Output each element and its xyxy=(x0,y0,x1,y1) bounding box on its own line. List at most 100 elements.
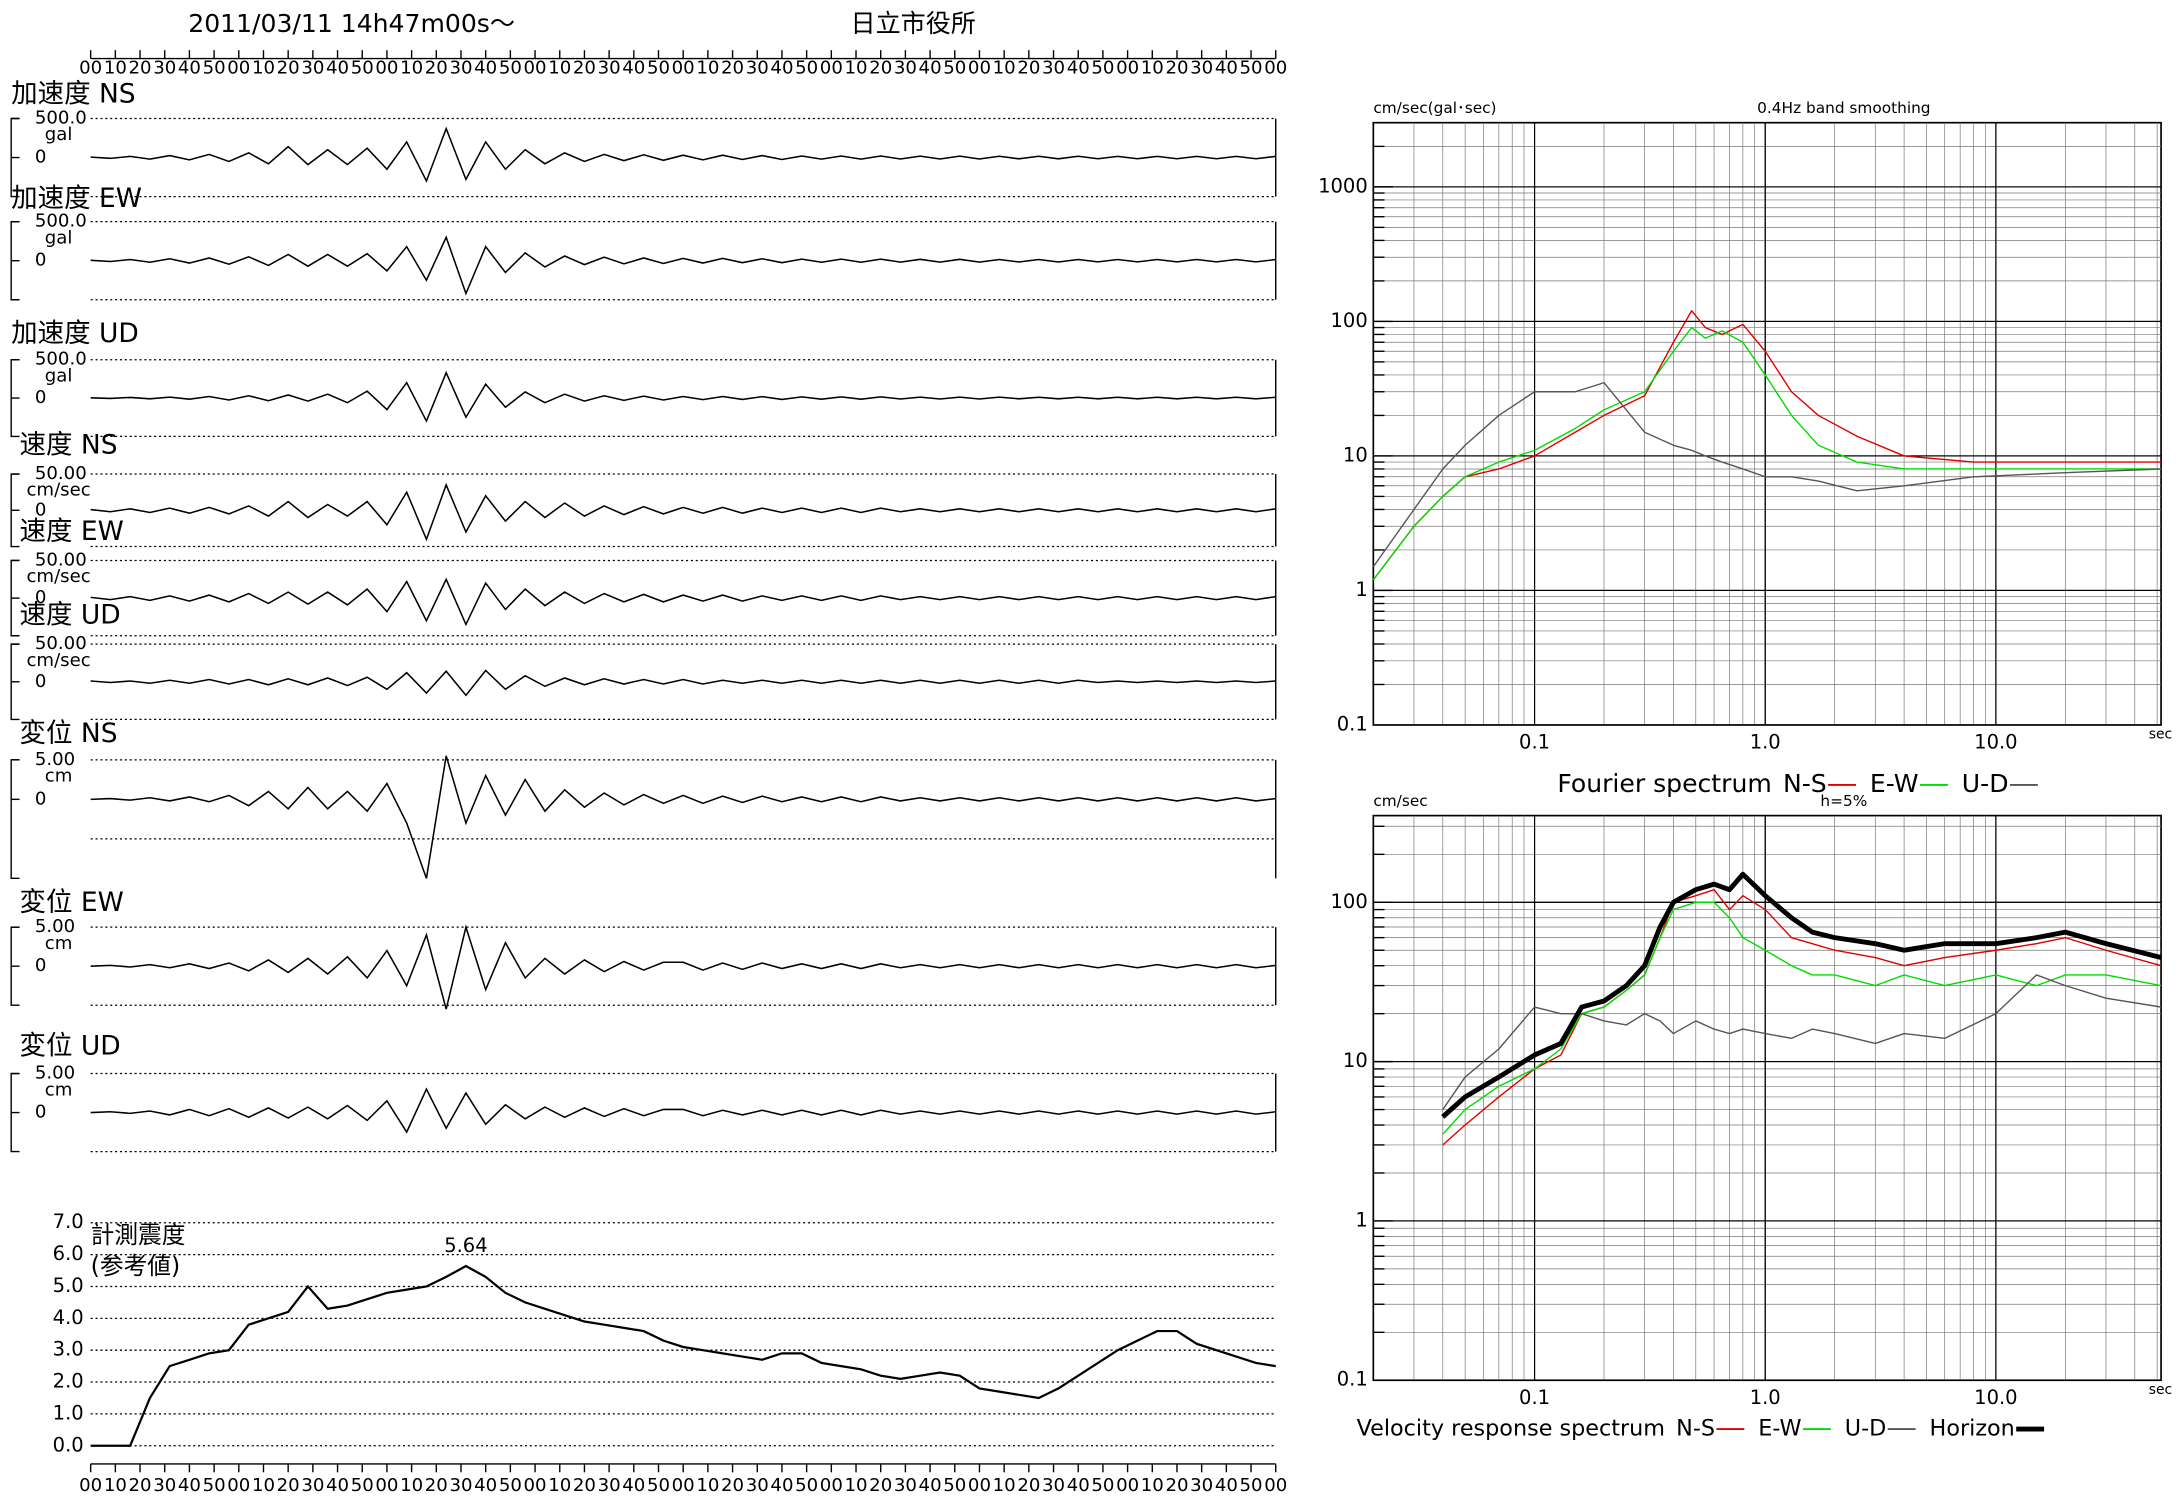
x-tick-label: 00 xyxy=(672,1475,695,1496)
x-tick-label: 10 xyxy=(1141,57,1164,78)
x-tick-label: 30 xyxy=(1190,57,1213,78)
x-tick-label: 00 xyxy=(375,57,398,78)
x-tick-label: 20 xyxy=(129,1475,152,1496)
legend-label: E-W xyxy=(1758,1416,1801,1442)
y-tick-label: 5.00 xyxy=(35,916,75,937)
x-tick-label: 40 xyxy=(326,1475,349,1496)
x-tick-label: 30 xyxy=(598,57,621,78)
x-tick-label: 30 xyxy=(449,57,472,78)
x-tick-label: 10 xyxy=(548,1475,571,1496)
x-tick-label: 30 xyxy=(301,57,324,78)
x-tick-label: 40 xyxy=(178,1475,201,1496)
x-tick-label: 00 xyxy=(820,1475,843,1496)
x-tick-label: 50 xyxy=(647,57,670,78)
x-tick-label: 00 xyxy=(79,57,102,78)
x-tick-label: 50 xyxy=(499,57,522,78)
y-tick-label: 10 xyxy=(1343,443,1368,466)
x-tick-label: 10.0 xyxy=(1974,731,2017,754)
x-tick-label: 0.1 xyxy=(1519,731,1550,754)
x-tick-label: 00 xyxy=(1264,1475,1287,1496)
y-tick-label: 10 xyxy=(1343,1049,1368,1072)
y-tick-label: 5.00 xyxy=(35,749,75,770)
x-tick-label: 00 xyxy=(1116,1475,1139,1496)
x-tick-label: 50 xyxy=(795,57,818,78)
x-axis-unit: sec xyxy=(2149,727,2173,743)
x-tick-label: 50 xyxy=(1091,57,1114,78)
x-tick-label: 50 xyxy=(203,1475,226,1496)
y-tick-label: 1000 xyxy=(1318,174,1368,197)
x-tick-label: 10 xyxy=(993,57,1016,78)
x-tick-label: 00 xyxy=(227,1475,250,1496)
unit-label: cm/sec xyxy=(26,566,90,587)
x-tick-label: 10 xyxy=(844,1475,867,1496)
x-tick-label: 00 xyxy=(672,57,695,78)
y-tick-label: 4.0 xyxy=(53,1306,84,1329)
panel-label: 変位 EW xyxy=(20,887,124,918)
waveform-trace xyxy=(90,924,1276,1010)
x-tick-label: 10 xyxy=(104,57,127,78)
x-tick-label: 40 xyxy=(770,1475,793,1496)
y-tick-label: 5.00 xyxy=(35,1063,75,1084)
x-tick-label: 20 xyxy=(1017,1475,1040,1496)
panel-label: 速度 EW xyxy=(20,516,124,547)
legend-label: E-W xyxy=(1870,769,1919,798)
x-tick-label: 20 xyxy=(869,1475,892,1496)
x-tick-label: 20 xyxy=(1017,57,1040,78)
y-tick-label: 0 xyxy=(35,788,47,809)
y-tick-label: 500.0 xyxy=(35,349,87,370)
x-tick-label: 30 xyxy=(894,1475,917,1496)
x-tick-label: 40 xyxy=(474,57,497,78)
x-tick-label: 20 xyxy=(425,1475,448,1496)
legend-label: Horizon xyxy=(1930,1416,2015,1442)
x-tick-label: 30 xyxy=(301,1475,324,1496)
x-tick-label: 40 xyxy=(178,57,201,78)
waveform-trace xyxy=(90,1087,1276,1134)
x-tick-label: 30 xyxy=(746,1475,769,1496)
waveform-trace xyxy=(90,755,1276,879)
legend-label: U-D xyxy=(1845,1416,1887,1442)
x-tick-label: 10 xyxy=(548,57,571,78)
legend-title: Velocity response spectrum xyxy=(1357,1416,1665,1442)
y-tick-label: 50.00 xyxy=(35,463,87,484)
y-tick-label: 1 xyxy=(1355,578,1367,601)
y-tick-label: 7.0 xyxy=(53,1210,84,1233)
x-tick-label: 40 xyxy=(474,1475,497,1496)
x-tick-label: 30 xyxy=(598,1475,621,1496)
x-tick-label: 20 xyxy=(425,57,448,78)
x-tick-label: 10 xyxy=(400,1475,423,1496)
x-tick-label: 10 xyxy=(1141,1475,1164,1496)
x-tick-label: 30 xyxy=(1190,1475,1213,1496)
x-tick-label: 20 xyxy=(277,57,300,78)
x-tick-label: 40 xyxy=(770,57,793,78)
x-tick-label: 20 xyxy=(129,57,152,78)
x-tick-label: 20 xyxy=(869,57,892,78)
x-tick-label: 40 xyxy=(1067,57,1090,78)
panel-label: 速度 NS xyxy=(20,430,118,461)
x-tick-label: 10 xyxy=(993,1475,1016,1496)
x-tick-label: 30 xyxy=(153,1475,176,1496)
x-tick-label: 40 xyxy=(1215,1475,1238,1496)
x-tick-label: 00 xyxy=(524,1475,547,1496)
x-tick-label: 10 xyxy=(252,1475,275,1496)
x-tick-label: 40 xyxy=(919,57,942,78)
y-tick-label: 0 xyxy=(35,499,47,520)
x-tick-label: 50 xyxy=(647,1475,670,1496)
x-tick-label: 30 xyxy=(746,57,769,78)
spectrum-line xyxy=(1372,326,2162,581)
y-tick-label: 2.0 xyxy=(53,1370,84,1393)
x-tick-label: 50 xyxy=(351,57,374,78)
legend-label: U-D xyxy=(1962,769,2009,798)
x-tick-label: 10.0 xyxy=(1974,1386,2017,1409)
unit-label: cm xyxy=(45,933,73,954)
y-tick-label: 0 xyxy=(35,387,47,408)
x-tick-label: 50 xyxy=(943,1475,966,1496)
x-tick-label: 1.0 xyxy=(1750,731,1781,754)
x-tick-label: 1.0 xyxy=(1750,1386,1781,1409)
y-tick-label: 100 xyxy=(1331,890,1368,913)
x-tick-label: 50 xyxy=(1091,1475,1114,1496)
x-tick-label: 10 xyxy=(400,57,423,78)
x-tick-label: 10 xyxy=(696,57,719,78)
x-tick-label: 30 xyxy=(1042,57,1065,78)
x-tick-label: 00 xyxy=(1264,57,1287,78)
